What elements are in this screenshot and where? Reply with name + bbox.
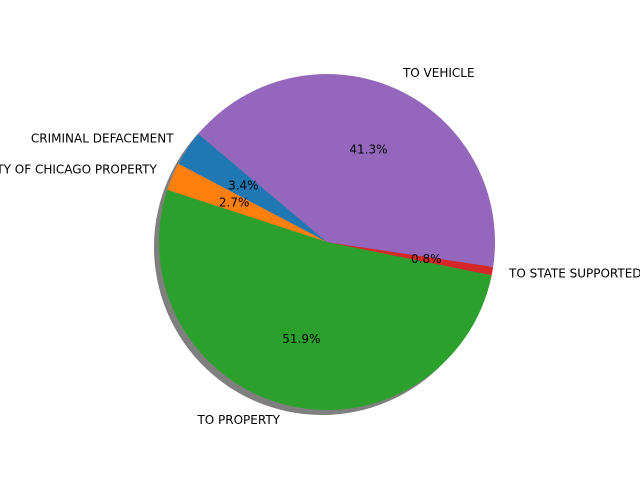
slice-criminal-defacement xyxy=(178,134,327,242)
pie-slices xyxy=(158,73,495,411)
pct-to-city-of-chicago-property: 2.7% xyxy=(219,195,250,209)
slice-to-state-supported-property xyxy=(327,242,494,276)
label-criminal-defacement: CRIMINAL DEFACEMENT xyxy=(31,131,174,145)
label-to-property: TO PROPERTY xyxy=(196,413,280,427)
pct-criminal-defacement: 3.4% xyxy=(228,178,259,192)
slice-to-vehicle xyxy=(198,73,495,267)
pct-to-property: 51.9% xyxy=(282,332,320,346)
label-to-city-of-chicago-property: TO CITY OF CHICAGO PROPERTY xyxy=(0,163,157,177)
pct-to-state-supported-property: 0.8% xyxy=(411,252,442,266)
slice-to-city-of-chicago-property xyxy=(167,163,327,242)
pct-to-vehicle: 41.3% xyxy=(349,143,387,157)
pie-labels: CRIMINAL DEFACEMENT 3.4% TO CITY OF CHICAG… xyxy=(0,66,640,427)
slice-to-property xyxy=(158,189,492,411)
label-to-vehicle: TO VEHICLE xyxy=(402,66,475,80)
label-to-state-supported-property: TO STATE SUPPORTED PROPERTY xyxy=(508,266,640,280)
